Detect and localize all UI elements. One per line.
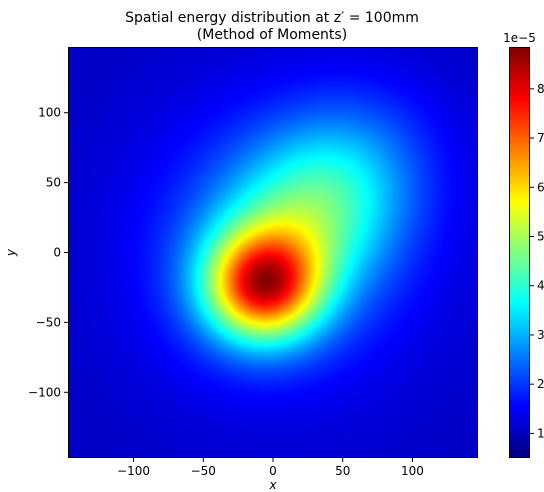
y-axis: −100 −50 0 50 100 xyxy=(28,106,68,399)
colorbar-axis: 1 2 3 4 5 6 7 8 xyxy=(530,82,544,440)
chart-title: Spatial energy distribution at z′ = 100m… xyxy=(125,10,419,26)
colorbar-tick-label: 6 xyxy=(537,180,544,194)
colorbar-tick-label: 5 xyxy=(537,230,544,244)
y-axis-label: y xyxy=(4,248,18,257)
x-tick-label: −50 xyxy=(191,464,216,478)
x-axis-label: x xyxy=(268,478,277,492)
y-tick-label: −50 xyxy=(36,315,61,329)
plot-frame xyxy=(68,47,478,458)
colorbar-tick-label: 1 xyxy=(537,426,544,440)
x-tick-label: −100 xyxy=(117,464,150,478)
y-tick-label: 50 xyxy=(46,176,61,190)
chart-subtitle: (Method of Moments) xyxy=(196,27,348,43)
colorbar-frame xyxy=(509,47,530,458)
colorbar-tick-label: 3 xyxy=(537,328,544,342)
x-tick-label: 50 xyxy=(335,464,350,478)
heatmap-image xyxy=(68,47,478,458)
y-tick-label: 100 xyxy=(38,106,61,120)
x-tick-label: 0 xyxy=(269,464,277,478)
colorbar-tick-label: 8 xyxy=(537,82,544,96)
x-tick-label: 100 xyxy=(401,464,424,478)
y-tick-label: 0 xyxy=(53,246,61,260)
y-tick-label: −100 xyxy=(28,385,61,399)
colorbar-tick-label: 4 xyxy=(537,279,544,293)
colorbar-offset-label: 1e−5 xyxy=(503,31,536,45)
colorbar-tick-label: 7 xyxy=(537,131,544,145)
colorbar-gradient xyxy=(509,47,530,458)
x-axis: −100 −50 0 50 100 xyxy=(117,458,424,478)
colorbar-tick-label: 2 xyxy=(537,377,544,391)
